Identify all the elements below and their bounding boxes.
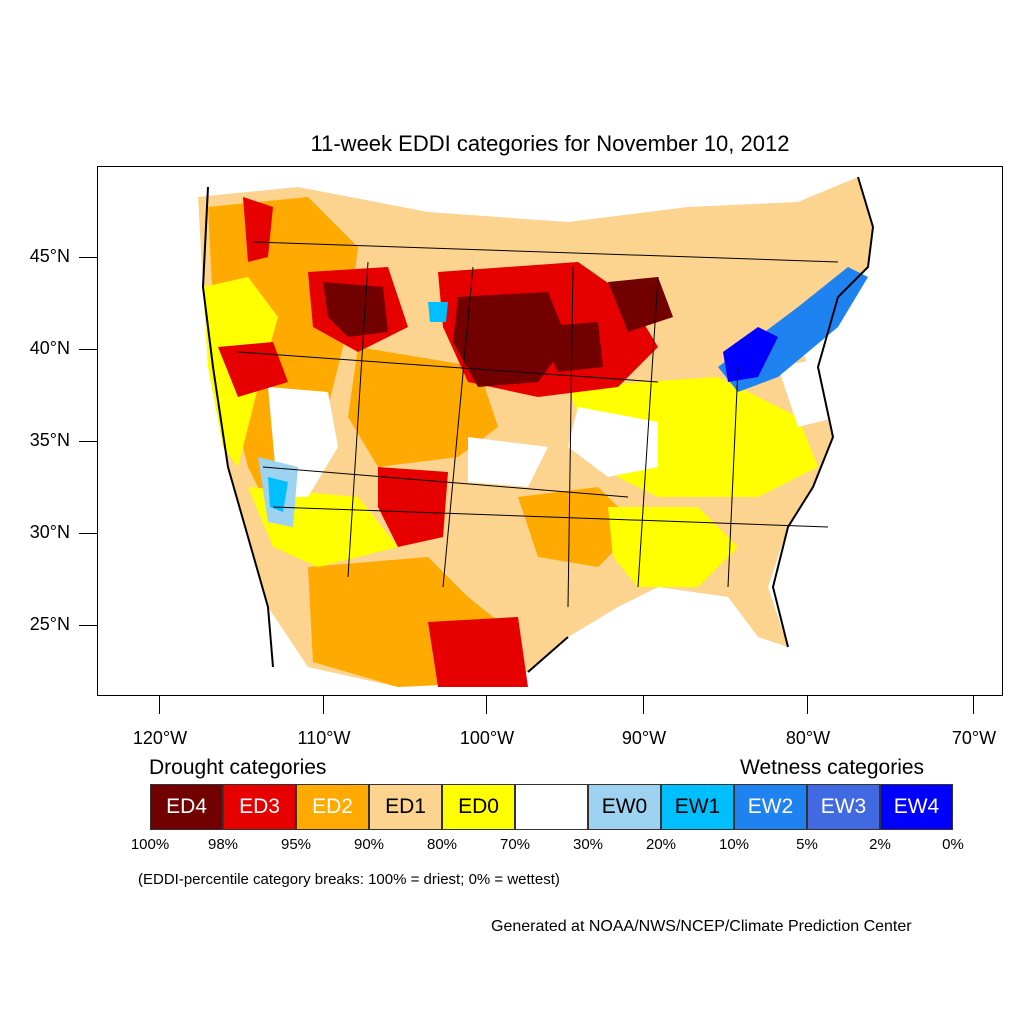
map-region-ed4-minnesota bbox=[538, 322, 603, 372]
coastline bbox=[201, 176, 875, 673]
lat-tick-35 bbox=[79, 441, 97, 442]
credit-line: Generated at NOAA/NWS/NCEP/Climate Predi… bbox=[491, 918, 912, 935]
map-region-normal-northeast bbox=[778, 357, 838, 427]
legend-box-ed2: ED2 bbox=[296, 784, 369, 830]
eddi-map bbox=[97, 166, 1003, 696]
legend-percentile-label: 98% bbox=[207, 836, 239, 853]
state-boundaries bbox=[237, 241, 839, 608]
map-region-ed3-southwest bbox=[378, 467, 448, 547]
legend-percentile-label: 2% bbox=[869, 836, 891, 853]
map-region-ew-wyoming bbox=[428, 302, 448, 322]
category-breaks-note: (EDDI-percentile category breaks: 100% =… bbox=[138, 871, 560, 888]
legend-percentile-label: 95% bbox=[280, 836, 312, 853]
wetness-categories-heading: Wetness categories bbox=[740, 756, 925, 779]
legend-box-ew2: EW2 bbox=[734, 784, 807, 830]
map-region-ed4-plains bbox=[453, 292, 568, 387]
legend-box-ed4: ED4 bbox=[150, 784, 223, 830]
map-region-ew4-lake-ontario bbox=[723, 327, 778, 382]
lat-label-25: 25°N bbox=[29, 614, 70, 634]
lon-label-80: 80°W bbox=[785, 728, 831, 748]
eddi-map-canvas bbox=[198, 176, 875, 687]
lat-tick-40 bbox=[79, 349, 97, 350]
lon-tick-90 bbox=[643, 696, 644, 714]
map-region-normal-central bbox=[568, 407, 658, 477]
map-region-ed2-central bbox=[348, 347, 498, 467]
lon-tick-110 bbox=[323, 696, 324, 714]
lat-tick-25 bbox=[79, 625, 97, 626]
legend-box-ew1: EW1 bbox=[661, 784, 734, 830]
legend-box-normal bbox=[515, 784, 588, 830]
lon-tick-80 bbox=[807, 696, 808, 714]
map-region-normal-plains bbox=[468, 437, 548, 487]
lon-label-70: 70°W bbox=[951, 728, 997, 748]
legend-box-ed1: ED1 bbox=[369, 784, 442, 830]
legend-percentile-label: 90% bbox=[353, 836, 385, 853]
legend-percentile-label: 70% bbox=[499, 836, 531, 853]
lon-label-90: 90°W bbox=[621, 728, 667, 748]
legend-percentile-label: 80% bbox=[426, 836, 458, 853]
map-title: 11-week EDDI categories for November 10,… bbox=[310, 131, 790, 156]
lon-tick-120 bbox=[159, 696, 160, 714]
lon-tick-100 bbox=[486, 696, 487, 714]
legend-percentile-label: 5% bbox=[796, 836, 818, 853]
map-region-ed4-montana bbox=[323, 282, 388, 337]
legend-box-ew0: EW0 bbox=[588, 784, 661, 830]
legend-box-ew4: EW4 bbox=[880, 784, 953, 830]
lon-label-100: 100°W bbox=[459, 728, 515, 748]
map-region-ew1-california bbox=[268, 477, 288, 512]
lat-label-30: 30°N bbox=[29, 522, 70, 542]
drought-categories-heading: Drought categories bbox=[149, 756, 327, 779]
legend-percentile-label: 10% bbox=[718, 836, 750, 853]
lat-label-35: 35°N bbox=[29, 430, 70, 450]
legend-percentile-label: 100% bbox=[130, 836, 170, 853]
map-region-ed0-south bbox=[608, 507, 738, 587]
map-region-ed3-texas bbox=[428, 617, 528, 687]
legend-box-ed0: ED0 bbox=[442, 784, 515, 830]
legend-percentile-label: 20% bbox=[645, 836, 677, 853]
map-region-ed3-northwest bbox=[218, 342, 288, 397]
legend-box-ed3: ED3 bbox=[223, 784, 296, 830]
lat-tick-30 bbox=[79, 533, 97, 534]
lon-tick-70 bbox=[973, 696, 974, 714]
legend-percentile-label: 30% bbox=[572, 836, 604, 853]
lon-label-120: 120°W bbox=[132, 728, 188, 748]
legend-box-ew3: EW3 bbox=[807, 784, 880, 830]
map-region-ed3-pacific-nw bbox=[243, 197, 273, 262]
lat-label-40: 40°N bbox=[29, 338, 70, 358]
lat-label-45: 45°N bbox=[29, 246, 70, 266]
legend-percentile-label: 0% bbox=[942, 836, 964, 853]
lon-label-110: 110°W bbox=[297, 728, 351, 748]
lat-tick-45 bbox=[79, 257, 97, 258]
